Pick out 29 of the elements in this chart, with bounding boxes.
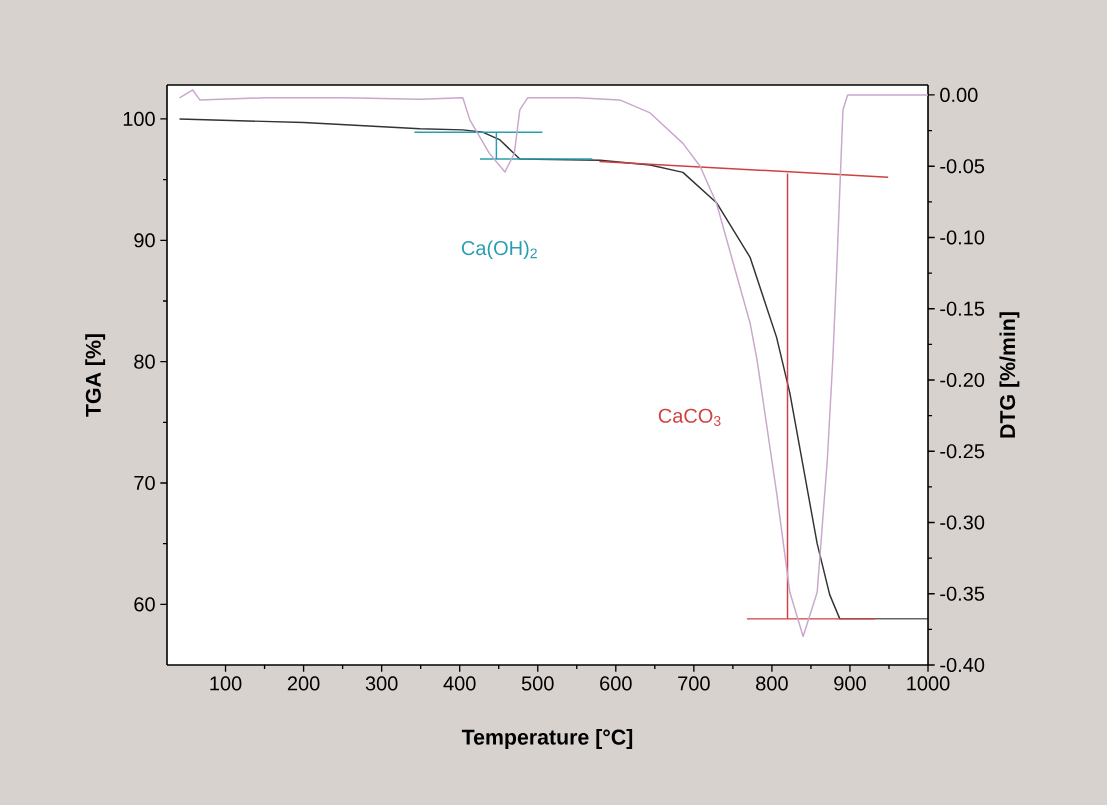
x-tick-label: 700 (678, 676, 710, 691)
annotation: Ca(OH)$_{2}$ (461, 240, 537, 260)
y2-tick-label: -0.15 (940, 301, 985, 316)
y2-axis-title: DTG [%/min] (999, 312, 1020, 438)
y2-tick-label: -0.30 (940, 515, 985, 530)
y-tick-label: 100 (123, 111, 155, 127)
y-tick-label: 60 (134, 597, 155, 612)
y2-tick-label: 0.00 (940, 87, 978, 103)
y2-tick-label: -0.25 (940, 444, 985, 459)
x-tick-label: 800 (756, 676, 788, 691)
x-tick-label: 900 (834, 676, 866, 691)
x-tick-label: 300 (365, 676, 398, 691)
x-tick-label: 1000 (907, 676, 950, 691)
x-tick-label: 400 (443, 676, 476, 691)
x-tick-label: 200 (287, 676, 320, 691)
y2-tick-label: -0.20 (940, 372, 985, 388)
y-tick-label: 70 (134, 475, 155, 491)
x-tick-label: 600 (600, 676, 632, 691)
y2-tick-label: -0.10 (940, 230, 985, 245)
x-axis-title: Temperature [°C] (461, 729, 633, 749)
y-tick-label: 80 (134, 354, 155, 369)
y2-tick-label: -0.05 (940, 159, 985, 174)
annotation: CaCO$_{3}$ (658, 408, 721, 426)
x-tick-label: 100 (210, 676, 242, 691)
y-tick-label: 90 (134, 233, 155, 248)
y-axis-title: TGA [%] (85, 334, 106, 417)
y2-tick-label: -0.35 (940, 586, 985, 601)
y2-tick-label: -0.40 (940, 657, 985, 673)
x-tick-label: 500 (521, 676, 554, 691)
